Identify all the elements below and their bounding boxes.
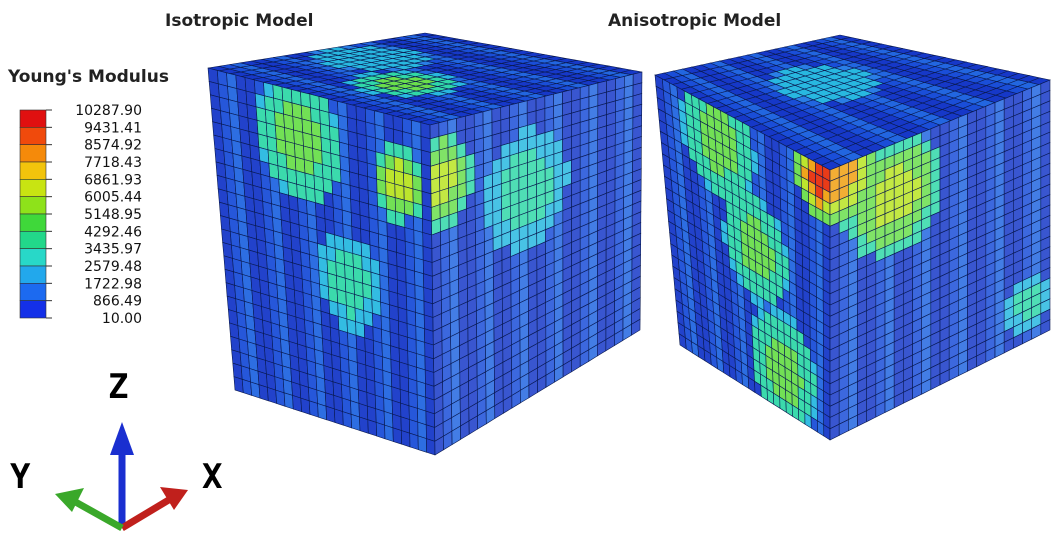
mesh-cell — [385, 425, 394, 441]
mesh-cell — [293, 395, 302, 411]
title: Isotropic Model — [165, 11, 313, 31]
legend-label: 8574.92 — [84, 138, 142, 154]
legend-label: 9431.41 — [84, 120, 142, 136]
legend-label: 7718.43 — [84, 155, 142, 171]
mesh-cell — [347, 104, 357, 120]
legend-label: 4292.46 — [84, 224, 142, 240]
legend-label: 1722.98 — [84, 276, 142, 292]
axis-label: Z — [108, 367, 128, 407]
mesh-cell — [448, 118, 457, 134]
axis-label: Y — [10, 457, 31, 497]
figure: Isotropic Model Anisotropic Model Young'… — [0, 0, 1056, 533]
legend-band — [20, 162, 46, 179]
legend-band — [20, 145, 46, 162]
legend-label: 866.49 — [93, 294, 142, 310]
mesh-cell — [457, 129, 466, 145]
mesh-cell — [301, 398, 310, 414]
mesh-cell — [343, 412, 352, 428]
legend-label: 5148.95 — [84, 207, 142, 223]
legend-band — [20, 231, 46, 248]
mesh-cell — [401, 431, 410, 447]
legend-band — [20, 179, 46, 196]
mesh-cell — [426, 439, 435, 455]
legend-label: 2579.48 — [84, 259, 142, 275]
mesh-cell — [421, 123, 430, 139]
y-arrow-head — [55, 488, 84, 512]
mesh-cell — [410, 433, 419, 449]
legend-band — [20, 127, 46, 144]
mesh-cell — [376, 422, 385, 438]
mesh-cell — [413, 175, 422, 191]
mesh-cell — [276, 390, 285, 406]
mesh-cell — [267, 387, 276, 403]
legend-band — [20, 110, 46, 127]
mesh-cell — [474, 112, 483, 127]
legend-label: 6005.44 — [84, 190, 142, 206]
legend-label: 10.00 — [102, 311, 142, 327]
legend: 10287.909431.41 8574.927718.436861.93 6005… — [20, 103, 142, 327]
legend-title: Young's Modulus — [7, 67, 169, 87]
legend-band — [20, 214, 46, 231]
legend-band — [20, 249, 46, 266]
mesh-cell — [334, 409, 343, 425]
mesh-cell — [418, 436, 427, 452]
mesh-cell — [430, 123, 439, 139]
mesh-cell — [351, 414, 360, 430]
axis-label: X — [202, 457, 223, 497]
mesh-cell — [242, 379, 252, 395]
legend-band — [20, 266, 46, 283]
legend-label: 6861.93 — [84, 172, 142, 188]
z-arrow-head — [110, 422, 134, 455]
legend-band — [20, 283, 46, 300]
mesh-cell — [465, 114, 474, 129]
mesh-cell — [251, 382, 260, 398]
mesh-cell — [421, 136, 430, 152]
mesh-cell — [284, 393, 293, 409]
mesh-cell — [259, 385, 268, 401]
cubes — [208, 33, 1050, 455]
x-arrow — [122, 498, 172, 528]
mesh-cell — [309, 401, 318, 417]
y-arrow — [72, 500, 122, 528]
title: Anisotropic Model — [608, 11, 781, 31]
mesh-cell — [368, 420, 377, 436]
mesh-cell — [359, 417, 368, 433]
mesh-cell — [439, 121, 448, 137]
mesh-cell — [492, 107, 501, 122]
mesh-cell — [422, 164, 431, 180]
legend-band — [20, 301, 46, 318]
mesh-cell — [318, 404, 327, 420]
legend-band — [20, 197, 46, 214]
legend-label: 10287.90 — [75, 103, 142, 119]
mesh-cell — [439, 134, 448, 150]
mesh-cell — [393, 428, 402, 444]
axis-triad: Z Y X — [10, 367, 223, 528]
mesh-cell — [326, 406, 335, 422]
legend-label: 3435.97 — [84, 242, 142, 258]
